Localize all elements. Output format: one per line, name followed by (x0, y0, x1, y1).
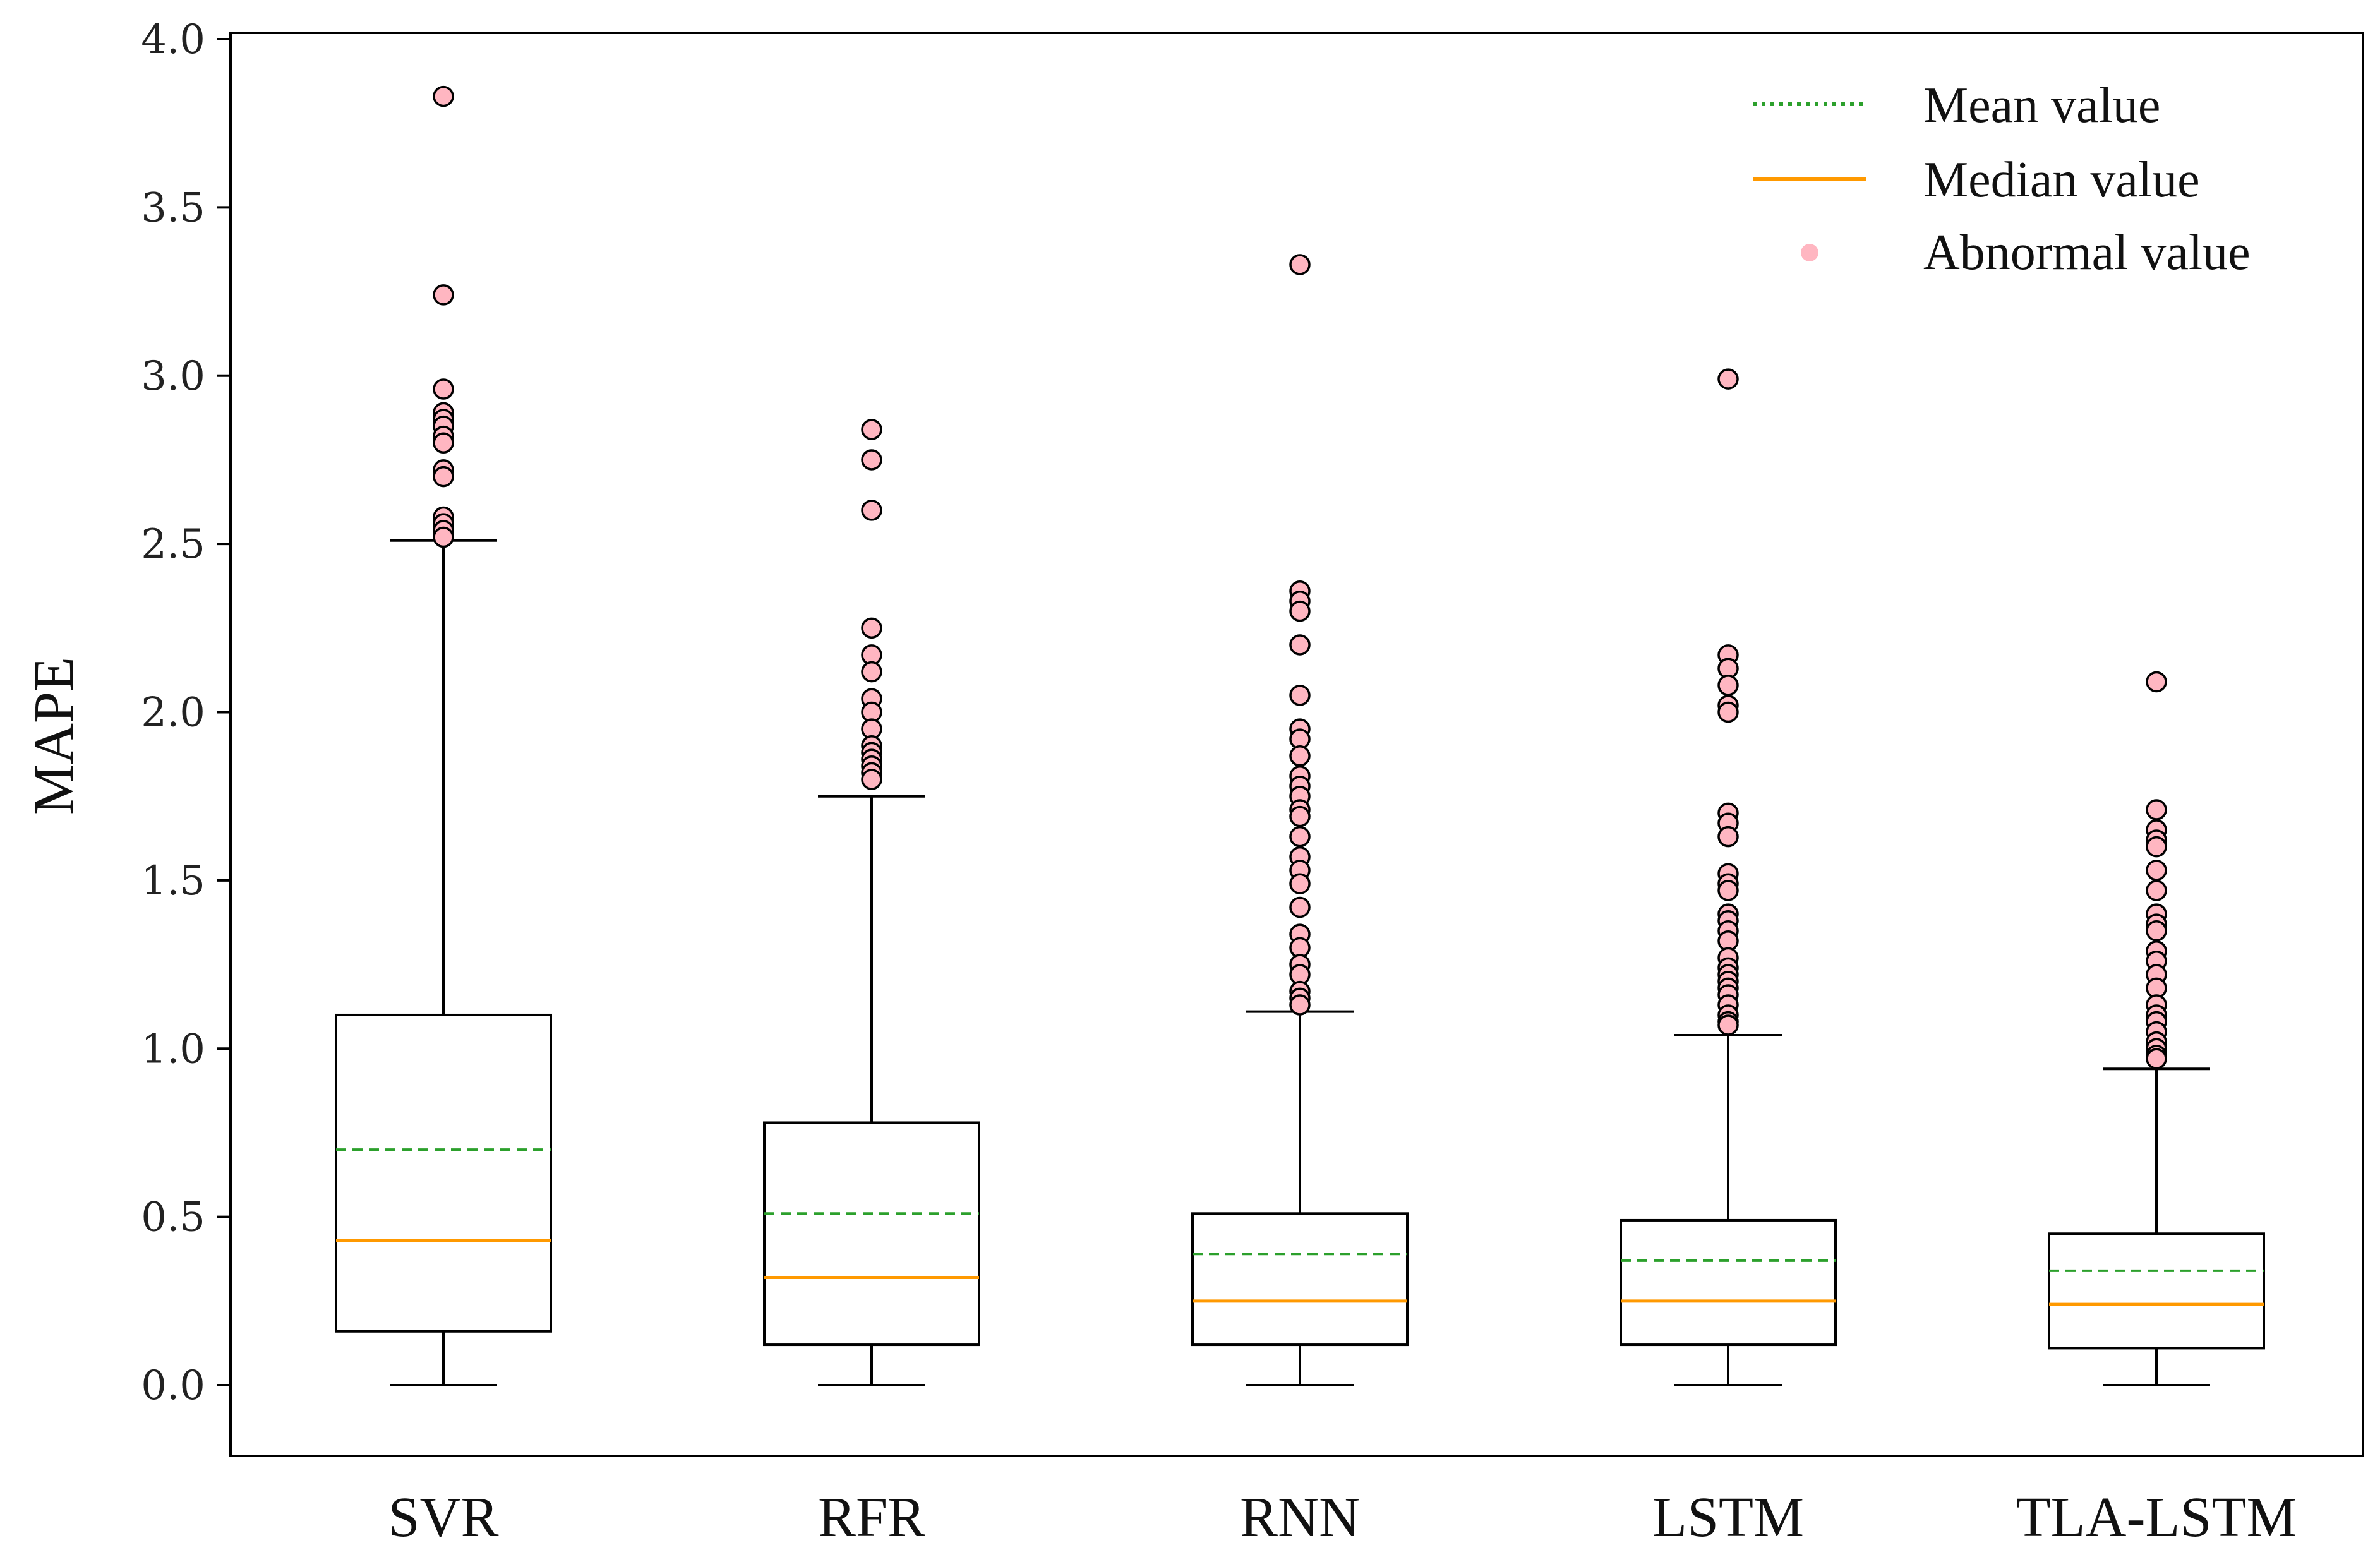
outlier-point (2146, 799, 2167, 820)
y-tick-label: 1.0 (141, 1026, 205, 1072)
legend-label-median: Median value (1923, 152, 2200, 208)
y-tick-label: 2.0 (141, 690, 205, 736)
y-tick-label: 4.0 (141, 16, 205, 63)
outlier-point (1289, 254, 1311, 275)
y-axis-label: MAPE (23, 657, 85, 815)
y-tick-label: 3.5 (141, 184, 205, 231)
outlier-point (1717, 701, 1739, 723)
box-iqr (1620, 1218, 1837, 1347)
box-iqr (2048, 1232, 2265, 1350)
y-tick-label: 0.5 (141, 1194, 205, 1241)
outlier-point (1289, 994, 1311, 1016)
box-group-rnn (1191, 254, 1409, 1386)
outlier-point (861, 769, 882, 790)
outlier-point (1717, 1014, 1739, 1036)
outlier-point (1289, 896, 1311, 918)
outlier-point (1717, 826, 1739, 848)
outlier-point (1289, 600, 1311, 622)
outlier-point (433, 526, 454, 548)
outlier-point (433, 85, 454, 107)
outlier-point (861, 419, 882, 440)
outlier-point (1289, 634, 1311, 656)
legend: Mean value Median value Abnormal value (1753, 78, 2251, 280)
legend-label-mean: Mean value (1923, 78, 2160, 133)
outlier-point (2146, 920, 2167, 942)
y-tick-label: 1.5 (141, 858, 205, 904)
outlier-point (861, 500, 882, 521)
outlier-point (433, 284, 454, 306)
outlier-point (1289, 805, 1311, 827)
outlier-point (1717, 675, 1739, 696)
x-category-label: RNN (1240, 1486, 1360, 1549)
legend-label-outlier: Abnormal value (1923, 225, 2251, 280)
outlier-point (1289, 873, 1311, 894)
outlier-point (2146, 880, 2167, 901)
x-category-label: LSTM (1652, 1486, 1804, 1549)
x-category-label: RFR (818, 1486, 925, 1549)
box-group-rfr (763, 419, 980, 1386)
box-group-tla-lstm (2048, 671, 2265, 1386)
y-axis: 0.0 0.5 1.0 1.5 2.0 2.5 3.0 3.5 4.0 (141, 16, 231, 1409)
box-group-svr (335, 85, 552, 1386)
outlier-point (2146, 671, 2167, 693)
outlier-point (2146, 836, 2167, 858)
box-iqr (763, 1121, 980, 1347)
outlier-point (2146, 1048, 2167, 1069)
box-group-lstm (1620, 368, 1837, 1386)
legend-outlier-swatch (1801, 244, 1818, 261)
outlier-point (1289, 826, 1311, 848)
y-tick-label: 0.0 (141, 1362, 205, 1409)
outlier-point (1717, 880, 1739, 901)
outlier-point (1289, 745, 1311, 767)
y-tick-label: 3.0 (141, 353, 205, 400)
x-category-label: TLA-LSTM (2016, 1486, 2297, 1549)
x-axis: SVR RFR RNN LSTM TLA-LSTM (388, 1486, 2297, 1549)
outlier-point (861, 661, 882, 683)
outlier-point (861, 617, 882, 639)
outlier-point (2146, 860, 2167, 881)
outlier-point (1717, 368, 1739, 390)
y-tick-label: 2.5 (141, 521, 205, 568)
outlier-point (861, 449, 882, 471)
x-category-label: SVR (388, 1486, 498, 1549)
outlier-point (433, 466, 454, 488)
box-iqr (1191, 1212, 1409, 1347)
outlier-point (433, 378, 454, 400)
outlier-point (433, 432, 454, 454)
box-iqr (335, 1013, 552, 1333)
outlier-point (1289, 685, 1311, 706)
boxes-layer (335, 85, 2265, 1386)
